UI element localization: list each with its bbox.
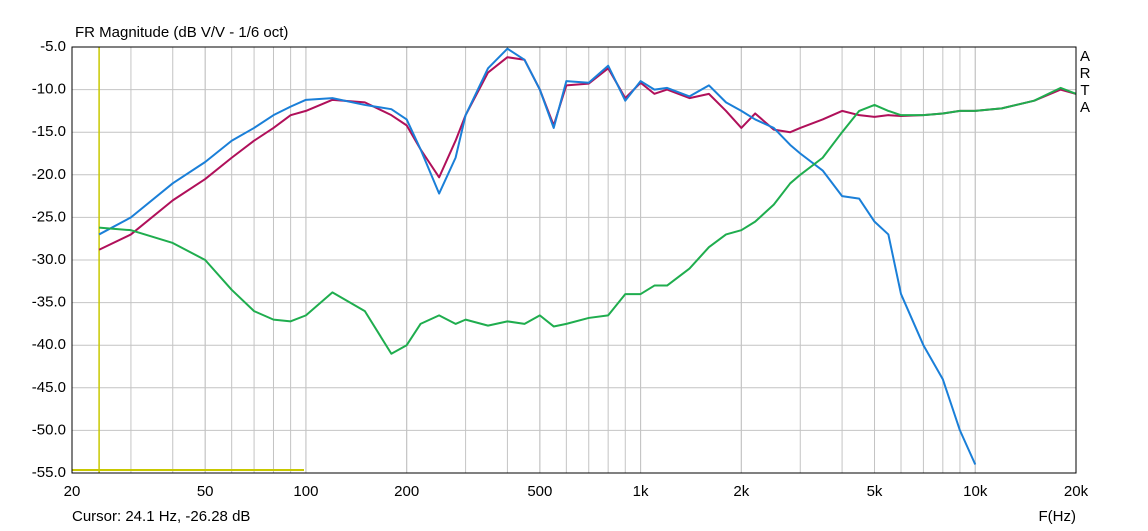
watermark-letter: A <box>1080 99 1092 116</box>
x-axis-label: F(Hz) <box>1039 508 1077 525</box>
series-line <box>98 47 977 465</box>
x-tick-label: 10k <box>963 483 988 500</box>
plot <box>98 47 1076 473</box>
watermark-letter: R <box>1080 65 1093 82</box>
x-tick-label: 200 <box>394 483 419 500</box>
y-tick-label: -20.0 <box>32 166 66 183</box>
y-tick-label: -45.0 <box>32 379 66 396</box>
x-tick-label: 20 <box>64 483 81 500</box>
x-tick-label: 2k <box>733 483 749 500</box>
y-tick-label: -50.0 <box>32 421 66 438</box>
watermark-letter: A <box>1080 48 1092 65</box>
y-tick-label: -30.0 <box>32 251 66 268</box>
y-tick-label: -10.0 <box>32 81 66 98</box>
x-tick-label: 5k <box>867 483 883 500</box>
series-line <box>98 56 1076 251</box>
y-tick-label: -5.0 <box>40 38 66 55</box>
y-tick-label: -35.0 <box>32 294 66 311</box>
x-tick-label: 50 <box>197 483 214 500</box>
series-line <box>99 86 1076 355</box>
x-tick-label: 20k <box>1064 483 1089 500</box>
y-tick-label: -15.0 <box>32 123 66 140</box>
y-tick-label: -25.0 <box>32 208 66 225</box>
x-tick-label: 100 <box>293 483 318 500</box>
y-tick-label: -55.0 <box>32 464 66 481</box>
chart-title: FR Magnitude (dB V/V - 1/6 oct) <box>75 24 288 41</box>
x-tick-label: 1k <box>633 483 649 500</box>
plot-frame <box>71 46 1077 474</box>
watermark-letter: T <box>1080 82 1091 99</box>
y-tick-label: -40.0 <box>32 336 66 353</box>
cursor-readout: Cursor: 24.1 Hz, -26.28 dB <box>72 508 250 525</box>
x-tick-label: 500 <box>527 483 552 500</box>
